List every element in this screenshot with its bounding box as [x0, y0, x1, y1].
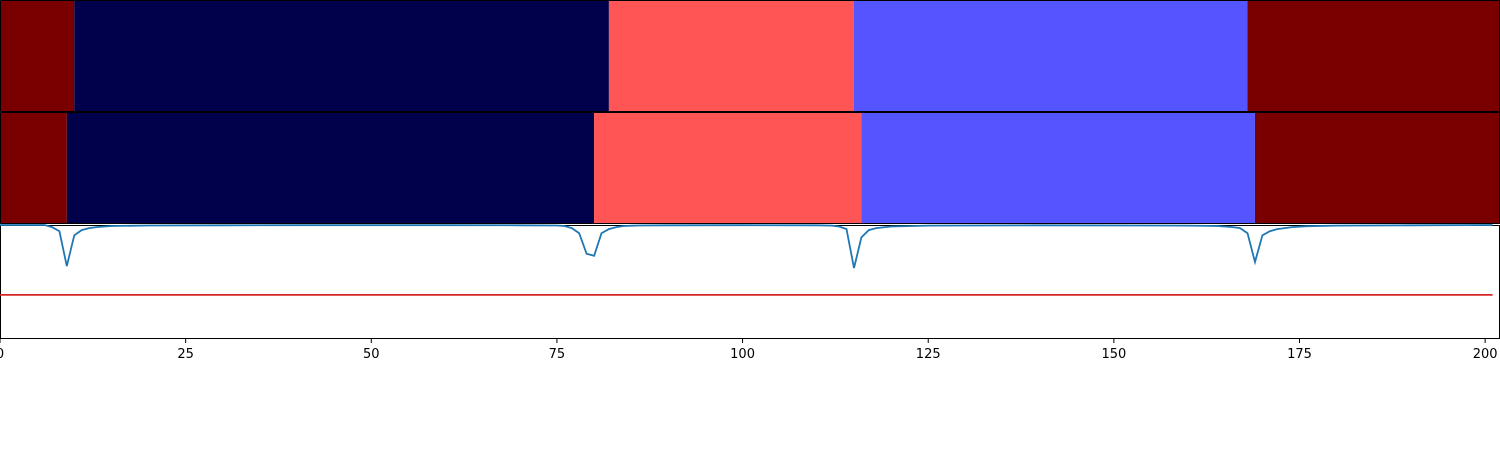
x-tick-label-100: 100: [730, 347, 755, 362]
segment-2-5: [1254, 113, 1500, 224]
x-tick-label-200: 200: [1473, 347, 1498, 362]
x-tick-label-0: 0: [0, 347, 4, 362]
segment-2-3: [594, 113, 862, 224]
segment-1-5: [1247, 1, 1500, 112]
segment-1-2: [74, 1, 609, 112]
segment-tracks: [0, 0, 1500, 224]
x-tick-label-50: 50: [363, 347, 380, 362]
signal-frame: [0, 225, 1500, 339]
segment-2-2: [66, 113, 595, 224]
segment-2-1: [0, 113, 67, 224]
segment-1-3: [608, 1, 854, 112]
segment-track-1: [0, 0, 1500, 112]
segment-2-4: [861, 113, 1255, 224]
signal-line: [0, 224, 1493, 269]
x-tick-label-25: 25: [177, 347, 194, 362]
x-tick-label-75: 75: [549, 347, 566, 362]
x-tick-label-125: 125: [916, 347, 941, 362]
signal-panel: [0, 224, 1500, 339]
x-tick-label-150: 150: [1101, 347, 1126, 362]
segment-1-1: [0, 1, 75, 112]
segment-track-2: [0, 112, 1500, 224]
x-axis: 0 25 50 75 100 125 150 175 200: [0, 338, 1498, 362]
segment-1-4: [853, 1, 1248, 112]
x-tick-label-175: 175: [1287, 347, 1312, 362]
